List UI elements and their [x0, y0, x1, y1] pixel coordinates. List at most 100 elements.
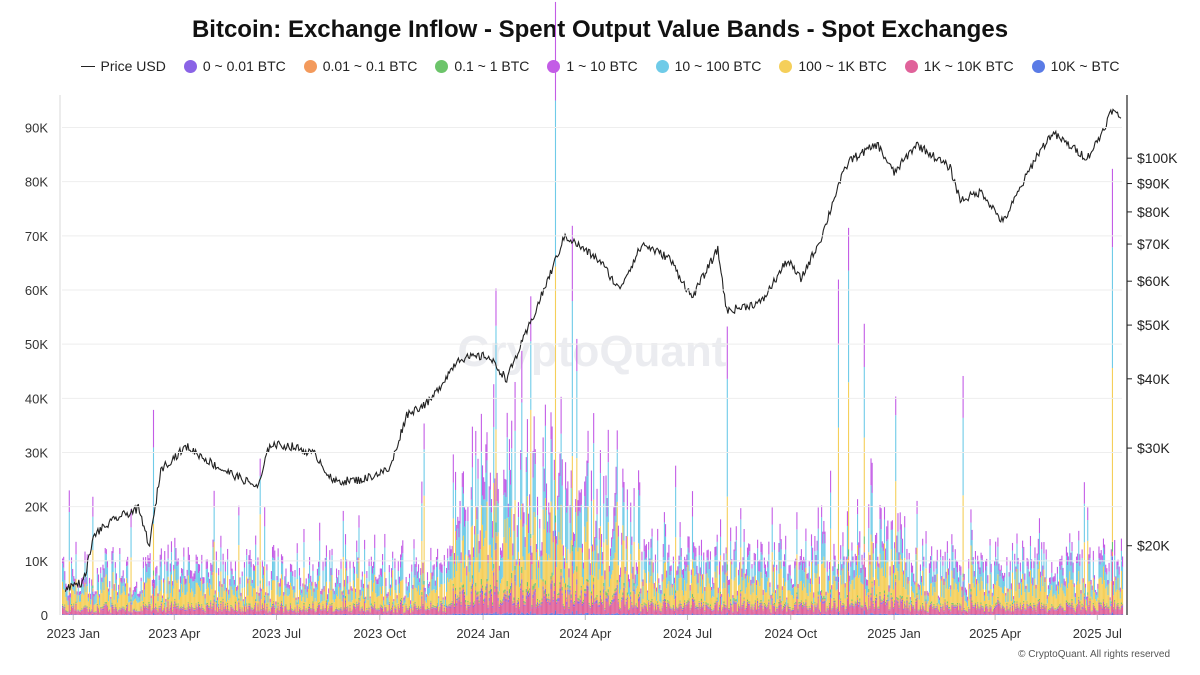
bar-segment: [544, 498, 546, 581]
bar-segment: [727, 580, 729, 586]
bar-segment: [449, 579, 451, 604]
bar-segment: [193, 607, 195, 609]
bar-segment: [483, 601, 485, 604]
bar-segment: [300, 608, 302, 610]
bar-segment: [219, 610, 221, 615]
bar-segment: [596, 545, 598, 595]
bar-segment: [108, 611, 110, 615]
bar-segment: [452, 482, 454, 519]
bar-segment: [246, 603, 248, 605]
bar-segment: [251, 608, 253, 610]
bar-segment: [149, 604, 151, 606]
bar-segment: [257, 606, 259, 615]
bar-segment: [114, 567, 116, 584]
bar-segment: [544, 425, 546, 499]
legend-item[interactable]: 10K ~ BTC: [1031, 58, 1119, 74]
bar-segment: [753, 583, 755, 605]
bar-segment: [675, 595, 677, 599]
bar-segment: [147, 609, 149, 611]
bar-segment: [218, 575, 220, 592]
bar-segment: [639, 591, 641, 594]
bar-segment: [453, 614, 455, 615]
bar-segment: [340, 614, 342, 615]
bar-segment: [112, 605, 114, 607]
bar-segment: [186, 607, 188, 609]
bar-segment: [206, 614, 208, 615]
bar-segment: [181, 608, 183, 610]
bar-segment: [133, 586, 135, 592]
bar-segment: [323, 609, 325, 610]
bar-segment: [532, 594, 534, 599]
bar-segment: [157, 612, 159, 615]
bar-segment: [611, 537, 613, 548]
bar-segment: [751, 605, 753, 607]
bar-segment: [122, 607, 124, 609]
bar-segment: [423, 590, 425, 614]
bar-segment: [274, 550, 276, 561]
bar-segment: [121, 606, 123, 608]
legend-item[interactable]: 0.1 ~ 1 BTC: [435, 58, 529, 74]
bar-segment: [236, 610, 238, 612]
bar-segment: [106, 560, 109, 568]
bar-segment: [229, 597, 231, 611]
bar-segment: [62, 581, 64, 605]
bar-segment: [115, 609, 117, 611]
bar-segment: [340, 607, 342, 609]
bar-segment: [122, 586, 124, 607]
bar-segment: [499, 602, 502, 605]
bar-segment: [689, 608, 691, 610]
bar-segment: [634, 583, 636, 595]
bar-segment: [231, 574, 233, 590]
legend-item[interactable]: 0.01 ~ 0.1 BTC: [303, 58, 417, 74]
bar-segment: [249, 604, 251, 606]
bar-segment: [460, 602, 462, 604]
bar-segment: [680, 577, 682, 604]
bar-segment: [181, 573, 183, 585]
bar-segment: [127, 603, 129, 605]
bar-segment: [465, 602, 467, 605]
bar-segment: [492, 605, 494, 608]
legend-item[interactable]: 1K ~ 10K BTC: [904, 58, 1014, 74]
bar-segment: [233, 609, 235, 611]
bar-segment: [63, 608, 65, 610]
bar-segment: [453, 608, 455, 615]
legend-item[interactable]: Price USD: [80, 58, 166, 74]
bar-segment: [490, 589, 493, 592]
bar-segment: [667, 602, 669, 605]
bar-segment: [437, 603, 439, 604]
bar-segment: [748, 555, 750, 583]
bar-segment: [368, 566, 370, 582]
bar-segment: [99, 594, 101, 598]
bar-segment: [160, 548, 162, 560]
bar-segment: [303, 602, 305, 605]
bar-segment: [449, 545, 451, 557]
bar-segment: [530, 545, 532, 556]
bar-segment: [291, 564, 293, 572]
bar-segment: [115, 590, 117, 608]
bar-segment: [202, 595, 204, 608]
bar-segment: [380, 576, 382, 594]
bar-segment: [267, 593, 269, 596]
bar-segment: [417, 605, 420, 607]
bar-segment: [228, 609, 230, 611]
bar-segment: [132, 590, 134, 596]
bar-segment: [335, 578, 338, 595]
bar-segment: [399, 567, 402, 582]
legend-item[interactable]: 100 ~ 1K BTC: [779, 58, 887, 74]
bar-segment: [727, 609, 729, 615]
legend-dot-icon: [303, 59, 317, 73]
legend-item[interactable]: 0 ~ 0.01 BTC: [183, 58, 286, 74]
bar-segment: [184, 607, 186, 609]
bar-segment: [532, 598, 534, 614]
bar-segment: [635, 603, 637, 605]
legend-item[interactable]: 1 ~ 10 BTC: [547, 58, 638, 74]
bar-segment: [311, 596, 313, 609]
bar-segment: [458, 601, 460, 614]
bar-segment: [448, 614, 450, 615]
bar-segment: [724, 606, 726, 608]
bar-segment: [554, 515, 557, 523]
legend-item[interactable]: 10 ~ 100 BTC: [655, 58, 761, 74]
bar-segment: [406, 610, 408, 615]
bar-segment: [570, 540, 572, 595]
bar-segment: [77, 611, 79, 615]
